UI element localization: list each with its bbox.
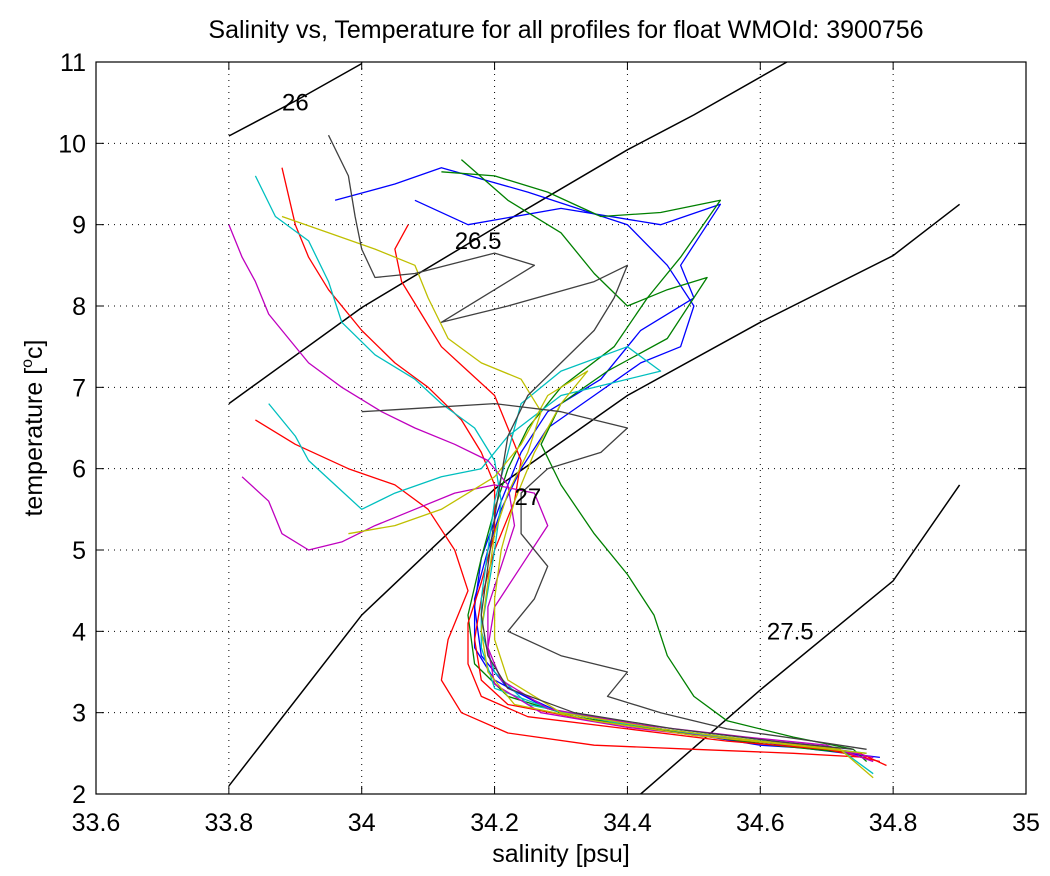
profile-line [460, 159, 868, 762]
profile-line [241, 476, 874, 759]
isopycnal-lines [228, 62, 961, 794]
y-axis-label-superscript: o [19, 359, 36, 368]
y-tick-label: 10 [58, 130, 86, 158]
y-tick-label: 4 [72, 618, 86, 646]
profile-line [361, 402, 867, 750]
x-tick-label: 34 [348, 809, 376, 837]
isopycnal-label: 26.5 [455, 228, 502, 255]
x-tick-label: 34.2 [470, 809, 519, 837]
y-axis-label-tail: c] [20, 339, 48, 358]
chart-title: Salinity vs, Temperature for all profile… [208, 16, 923, 44]
y-tick-label: 3 [72, 700, 86, 728]
isopycnal-label: 27 [515, 484, 542, 511]
y-tick-label: 2 [72, 781, 86, 809]
plot-frame [95, 61, 1027, 795]
profile-line [255, 419, 867, 759]
profile-line [348, 370, 874, 779]
isopycnal-label: 27.5 [767, 618, 814, 645]
x-tick-label: 34.4 [603, 809, 652, 837]
isopycnal-labels: 26 26.5 27 27.5 [282, 90, 814, 646]
isopycnal-26-5 [228, 62, 788, 405]
isopycnal-26 [228, 62, 363, 137]
y-tick-label: 8 [72, 293, 86, 321]
x-tick-label: 34.6 [736, 809, 785, 837]
y-axis-label-main: temperature [ [20, 368, 48, 517]
isopycnal-27 [228, 203, 961, 787]
x-tick-label: 33.8 [205, 809, 254, 837]
y-tick-label: 11 [60, 49, 86, 77]
y-tick-label: 6 [72, 456, 86, 484]
plot-area [96, 62, 1026, 794]
isopycnal-27-5 [640, 484, 961, 794]
profile-line [281, 215, 867, 754]
profile-line [327, 134, 854, 750]
x-tick-label: 35 [1012, 809, 1040, 837]
y-axis-label: temperature [oc] [19, 339, 48, 516]
y-tick-label: 7 [72, 374, 86, 402]
x-tick-label: 34.8 [869, 809, 918, 837]
x-axis-label: salinity [psu] [492, 840, 630, 868]
isopycnal-label: 26 [282, 90, 309, 117]
y-tick-label: 9 [72, 212, 86, 240]
profile-lines [228, 134, 887, 779]
y-tick-label: 5 [72, 537, 86, 565]
x-tick-label: 33.6 [72, 809, 121, 837]
